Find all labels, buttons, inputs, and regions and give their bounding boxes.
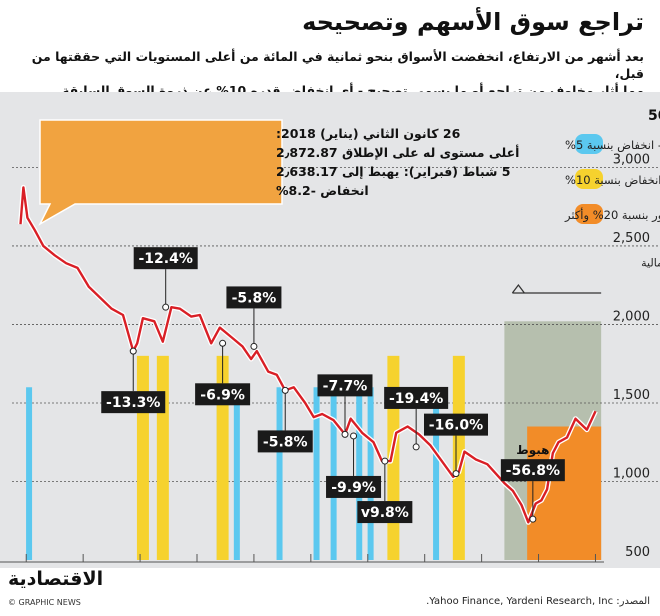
annotation-label: v9.8% xyxy=(361,505,409,521)
crisis-label: الأزمة المالية xyxy=(641,255,660,269)
legend-label-crash: انهيار السوق - تدهور بنسبة 20% وأكثر xyxy=(564,207,660,223)
band-pullback xyxy=(313,387,320,560)
annotation-extra: هبوط xyxy=(516,443,549,458)
annotation-box xyxy=(101,391,166,414)
annotation-dot xyxy=(129,347,137,355)
annotation-label: -9.9% xyxy=(331,480,376,496)
annotation-box xyxy=(424,413,488,436)
y-tick-label: 1,000 xyxy=(613,466,650,481)
band-crash xyxy=(527,426,602,560)
annotation-dot xyxy=(162,303,170,311)
band-pullback xyxy=(276,387,283,560)
y-tick-label: 500 xyxy=(625,545,650,560)
legend-label-correction: تصحيح - انخفاض بنسبة 10% xyxy=(565,173,660,188)
annotation-dot xyxy=(281,386,289,394)
annotation-label: -13.3% xyxy=(106,395,160,411)
annotation-box xyxy=(257,430,313,453)
annotation-label: -56.8% xyxy=(506,463,560,479)
callout-line-4: انخفاض -8.2% xyxy=(276,183,369,198)
annotation-label: -5.8% xyxy=(232,290,277,306)
annotation-dot xyxy=(219,339,227,347)
y-axis-panel xyxy=(604,126,660,560)
callout-line-1: 26 كانون الثاني (يناير) 2018: xyxy=(276,126,461,141)
legend-label-pullback: تراجع السوق - انخفاض بنسبة 5% xyxy=(565,138,660,153)
y-tick-label: 1,500 xyxy=(613,388,650,403)
crisis-bracket xyxy=(511,283,602,294)
annotation-box xyxy=(357,501,413,524)
band-pullback xyxy=(26,387,33,560)
annotation-dot xyxy=(529,515,537,523)
annotation-box xyxy=(326,475,382,498)
band-pullback xyxy=(433,387,440,560)
annotation-box xyxy=(195,383,251,406)
chart-title: مؤشر أس أند بي 500 xyxy=(648,106,660,124)
band-pullback xyxy=(233,387,240,560)
band-correction xyxy=(452,355,465,560)
subtitle-line-1: بعد أشهر من الارتفاع، انخفضت الأسواق بنح… xyxy=(31,49,644,81)
annotation-box xyxy=(133,247,198,270)
y-tick-label: 3,000 xyxy=(613,152,650,167)
annotation-box xyxy=(317,374,373,397)
band-correction xyxy=(156,355,169,560)
page-title: تراجع سوق الأسهم وتصحيحه xyxy=(302,8,644,36)
header: تراجع سوق الأسهم وتصحيحه بعد أشهر من الا… xyxy=(0,0,660,98)
legend-swatch-pullback xyxy=(575,134,603,154)
chart-area: الأزمة المالية 3,000 2,500 2,000 1,500 1,000 5… xyxy=(0,92,660,584)
annotation-dot xyxy=(250,342,258,350)
annotation-label: -16.0% xyxy=(429,418,483,434)
annotation-dot xyxy=(350,432,358,440)
callout-box xyxy=(38,119,283,226)
legend-swatch-crash xyxy=(575,204,603,224)
band-pullback xyxy=(330,387,337,560)
y-tick-label: 2,500 xyxy=(613,231,650,246)
annotation-dot xyxy=(452,470,460,478)
annotation-dot xyxy=(341,430,349,438)
band-pullback xyxy=(356,387,363,560)
annotation-box xyxy=(500,459,565,482)
source: المصدر: Yahoo Finance, Yardeni Research,… xyxy=(426,596,650,607)
annotation-box xyxy=(226,286,282,309)
credit: © GRAPHIC NEWS xyxy=(8,598,81,607)
callout-line-2: أعلى مستوى له على الإطلاق 2٫872.87 xyxy=(276,144,519,160)
chart-svg: الأزمة المالية 3,000 2,500 2,000 1,500 1,000 5… xyxy=(0,106,660,584)
annotation-dot xyxy=(381,457,389,465)
callout-line-3: 5 شباط (فبراير): يهبط إلى 2٫638.17 xyxy=(276,164,510,179)
annotation-dot xyxy=(412,443,420,451)
band-pullback xyxy=(367,387,374,560)
annotation-label: -19.4% xyxy=(389,391,443,407)
y-tick-label: 2,000 xyxy=(613,309,650,324)
annotation-label: -12.4% xyxy=(138,251,192,267)
brand-logo: الاقتصادية xyxy=(8,568,104,590)
band-correction xyxy=(136,355,149,560)
series-line xyxy=(19,186,597,524)
annotation-label: -5.8% xyxy=(263,434,308,450)
band-correction xyxy=(216,355,229,560)
legend-swatch-correction xyxy=(575,169,603,189)
annotation-label: -6.9% xyxy=(200,387,245,403)
footer: الاقتصادية © GRAPHIC NEWS المصدر: Yahoo … xyxy=(0,568,660,616)
annotation-label: -7.7% xyxy=(323,378,368,394)
annotation-box xyxy=(384,386,449,409)
